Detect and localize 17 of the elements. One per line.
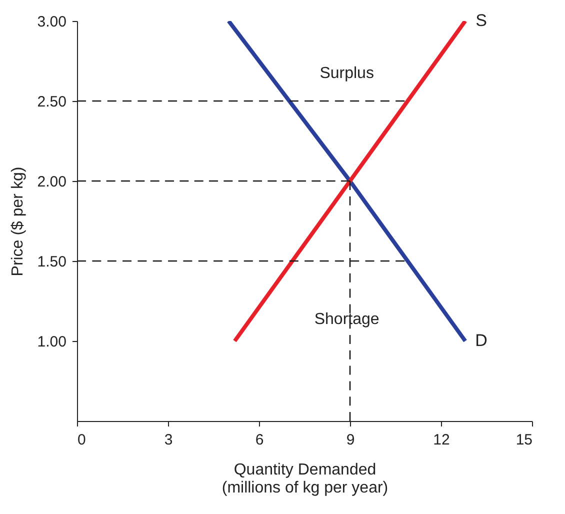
x-tick-label: 9: [346, 432, 355, 448]
series-label: D: [475, 331, 488, 350]
x-tick-label: 15: [516, 432, 532, 448]
y-tick-label: 1.00: [37, 334, 66, 350]
x-tick-label: 12: [433, 432, 450, 448]
y-tick-label: 2.00: [37, 174, 66, 190]
y-tick-label: 1.50: [37, 254, 66, 270]
x-tick-label: 0: [78, 432, 86, 448]
x-tick-label: 6: [255, 432, 264, 448]
annotation: Surplus: [320, 65, 374, 82]
y-axis-title: Price ($ per kg): [9, 166, 26, 276]
annotation: Shortage: [314, 311, 380, 328]
series-label: S: [476, 11, 487, 30]
y-tick-label: 2.50: [37, 94, 66, 110]
x-axis-title: Quantity Demanded (millions of kg per year): [222, 462, 388, 496]
x-tick-label: 3: [164, 432, 173, 448]
y-tick-label: 3.00: [37, 14, 66, 30]
